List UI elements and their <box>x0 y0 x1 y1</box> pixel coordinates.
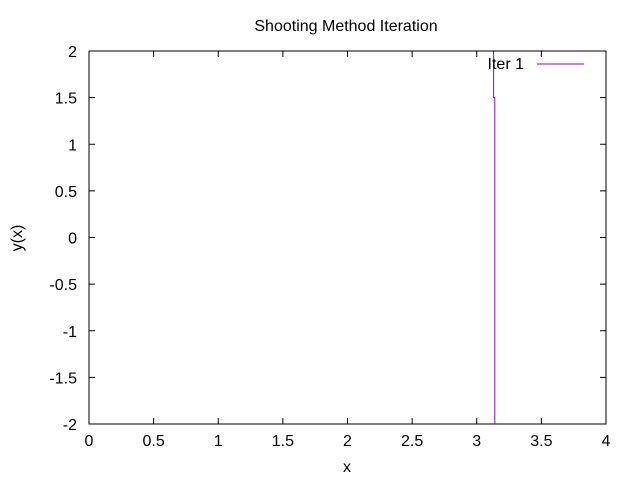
x-tick-label: 3 <box>472 433 481 450</box>
legend: Iter 1 <box>488 56 584 73</box>
y-tick-label: -0.5 <box>49 277 77 294</box>
y-tick-label: 1 <box>68 137 77 154</box>
plot-area <box>493 51 496 424</box>
y-tick-label: -2 <box>63 417 77 434</box>
y-tick-label: 0.5 <box>55 184 77 201</box>
x-tick-label: 4 <box>602 433 611 450</box>
chart-title: Shooting Method Iteration <box>254 18 437 35</box>
x-tick-label: 0.5 <box>143 433 165 450</box>
x-tick-label: 1 <box>214 433 223 450</box>
x-tick-label: 1.5 <box>272 433 294 450</box>
x-axis-label: x <box>343 459 351 476</box>
legend-label: Iter 1 <box>488 56 525 73</box>
y-tick-label: 2 <box>68 44 77 61</box>
y-axis-label: y(x) <box>9 225 26 252</box>
y-tick-label: -1 <box>63 324 77 341</box>
series-line <box>493 51 496 424</box>
plot-frame <box>88 50 607 425</box>
x-tick-label: 2 <box>343 433 352 450</box>
x-tick-label: 3.5 <box>530 433 552 450</box>
x-tick-label: 2.5 <box>401 433 423 450</box>
y-tick-label: 0 <box>68 231 77 248</box>
y-tick-label: -1.5 <box>49 370 77 387</box>
y-tick-label: 1.5 <box>55 91 77 108</box>
x-tick-label: 0 <box>85 433 94 450</box>
axis-ticks: 0 0.5 1 1.5 2 2.5 3 3.5 4 -2 -1.5 -1 -0.5 0 0.5 1 1.5 2 <box>49 44 610 450</box>
